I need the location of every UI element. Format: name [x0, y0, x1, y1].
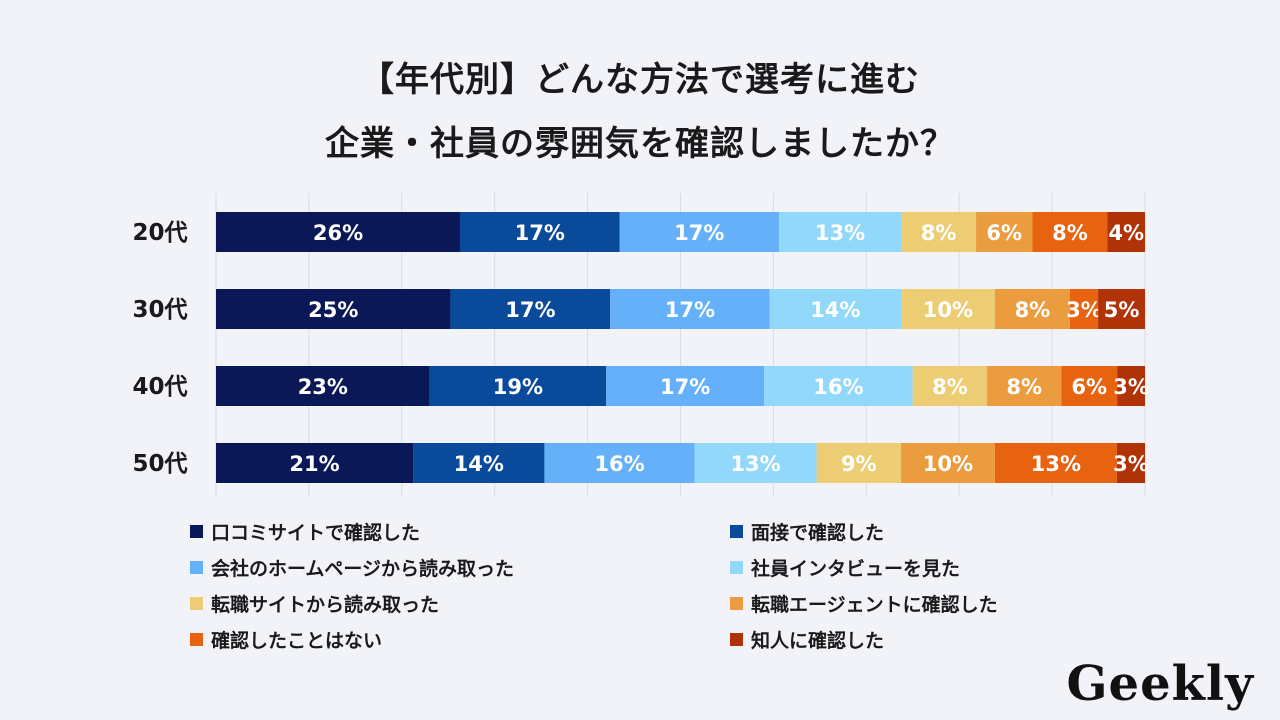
legend-label: 社員インタビューを見た — [751, 557, 961, 580]
category-label: 30代 — [132, 297, 187, 323]
legend-swatch — [730, 596, 743, 610]
legend-label: 口コミサイトで確認した — [211, 521, 421, 544]
legend-item: 確認したことはない — [190, 628, 730, 652]
bar-segment — [912, 366, 988, 406]
legend-swatch — [190, 560, 203, 574]
data-label: 8% — [921, 221, 957, 245]
data-label: 16% — [813, 375, 863, 399]
bar-segment — [1032, 212, 1108, 252]
bar-segment — [216, 366, 430, 406]
bar-segment — [987, 366, 1062, 406]
legend-item: 口コミサイトで確認した — [190, 520, 730, 544]
data-label: 17% — [674, 221, 724, 245]
legend-item: 知人に確認した — [730, 628, 1190, 652]
legend-swatch — [190, 632, 203, 646]
legend-item: 転職エージェントに確認した — [730, 592, 1190, 616]
bar-segment — [816, 443, 902, 483]
bar-segment — [779, 212, 902, 252]
chart-legend: 口コミサイトで確認した 面接で確認した会社のホームページから読み取った 社員インタビ… — [190, 520, 1190, 652]
data-label: 9% — [841, 452, 877, 476]
legend-label: 知人に確認した — [751, 629, 885, 652]
data-label: 17% — [665, 298, 715, 322]
legend-item: 社員インタビューを見た — [730, 556, 1190, 580]
bar-segment — [976, 212, 1033, 252]
bar-segment — [994, 443, 1117, 483]
bar-segment — [216, 212, 460, 252]
bar-segment — [901, 212, 977, 252]
data-label: 13% — [815, 221, 865, 245]
data-label: 17% — [660, 375, 710, 399]
data-label: 16% — [594, 452, 644, 476]
data-label: 21% — [289, 452, 339, 476]
bar-segment — [459, 212, 620, 252]
data-label: 6% — [986, 221, 1022, 245]
bar-segment — [769, 289, 902, 329]
data-label: 8% — [1052, 221, 1088, 245]
data-label: 4% — [1108, 221, 1144, 245]
data-label: 10% — [923, 298, 973, 322]
bar-segment — [1069, 289, 1099, 329]
data-label: 3% — [1113, 375, 1149, 399]
data-label: 19% — [493, 375, 543, 399]
data-label: 25% — [308, 298, 358, 322]
category-label: 50代 — [132, 451, 187, 477]
legend-item: 面接で確認した — [730, 520, 1190, 544]
data-label: 3% — [1066, 298, 1102, 322]
bar-segment — [610, 289, 770, 329]
bar-segment — [901, 289, 995, 329]
data-label: 8% — [932, 375, 968, 399]
data-label: 14% — [810, 298, 860, 322]
geekly-logo: Geekly — [1066, 656, 1254, 712]
data-label: 6% — [1071, 375, 1107, 399]
chart-title-line-2: 企業・社員の雰囲気を確認しましたか？ — [325, 124, 955, 164]
legend-label: 転職エージェントに確認した — [751, 593, 998, 616]
category-label: 20代 — [132, 220, 187, 246]
legend-label: 転職サイトから読み取った — [211, 593, 440, 616]
legend-swatch — [730, 560, 743, 574]
legend-item: 会社のホームページから読み取った — [190, 556, 730, 580]
bar-segment — [619, 212, 780, 252]
data-label: 17% — [515, 221, 565, 245]
category-label: 40代 — [132, 374, 187, 400]
data-label: 13% — [730, 452, 780, 476]
data-label: 5% — [1104, 298, 1140, 322]
data-label: 23% — [298, 375, 348, 399]
legend-label: 確認したことはない — [211, 629, 383, 652]
bar-segment — [606, 366, 765, 406]
bar-segment — [429, 366, 607, 406]
data-label: 3% — [1113, 452, 1149, 476]
bar-segment — [764, 366, 913, 406]
data-label: 8% — [1015, 298, 1051, 322]
legend-label: 会社のホームページから読み取った — [211, 557, 515, 580]
bar-segment — [1117, 366, 1145, 406]
bar-segment — [216, 289, 451, 329]
data-label: 8% — [1006, 375, 1042, 399]
chart-title-line-1: 【年代別】どんな方法で選考に進む — [360, 60, 920, 100]
legend-swatch — [730, 632, 743, 646]
bar-segment — [994, 289, 1070, 329]
data-label: 17% — [505, 298, 555, 322]
bar-segment — [1116, 443, 1145, 483]
data-label: 10% — [923, 452, 973, 476]
bar-segment — [450, 289, 611, 329]
legend-swatch — [190, 524, 203, 538]
legend-label: 面接で確認した — [751, 521, 885, 544]
legend-item: 転職サイトから読み取った — [190, 592, 730, 616]
bar-segment — [1061, 366, 1118, 406]
legend-swatch — [730, 524, 743, 538]
bar-segment — [901, 443, 995, 483]
bar-segment — [1107, 212, 1145, 252]
bar-segment — [216, 443, 414, 483]
data-label: 13% — [1031, 452, 1081, 476]
legend-swatch — [190, 596, 203, 610]
data-label: 26% — [313, 221, 363, 245]
bar-segment — [413, 443, 545, 483]
data-label: 14% — [454, 452, 504, 476]
bar-segment — [544, 443, 695, 483]
bar-segment — [1098, 289, 1145, 329]
bar-segment — [694, 443, 817, 483]
